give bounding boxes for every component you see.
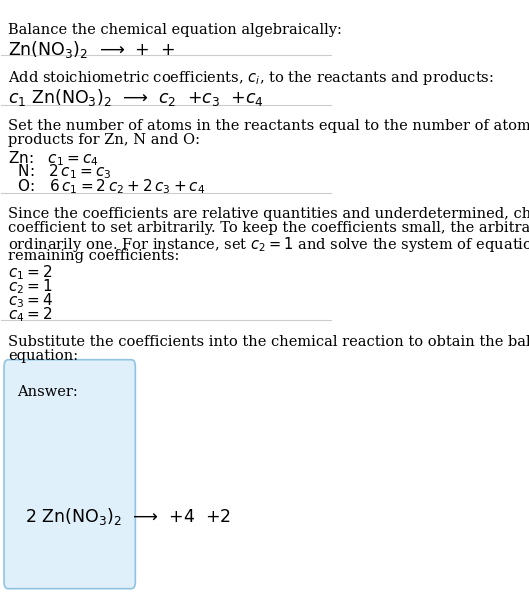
Text: Zn(NO$_3$)$_2$  ⟶  +  +: Zn(NO$_3$)$_2$ ⟶ + + bbox=[8, 39, 175, 60]
Text: $c_1 = 2$: $c_1 = 2$ bbox=[8, 263, 52, 282]
Text: Zn:   $c_1 = c_4$: Zn: $c_1 = c_4$ bbox=[8, 149, 98, 168]
Text: 2 Zn(NO$_3$)$_2$  ⟶  +4  +2: 2 Zn(NO$_3$)$_2$ ⟶ +4 +2 bbox=[25, 506, 231, 527]
Text: products for Zn, N and O:: products for Zn, N and O: bbox=[8, 133, 200, 147]
Text: Substitute the coefficients into the chemical reaction to obtain the balanced: Substitute the coefficients into the che… bbox=[8, 335, 529, 349]
Text: Add stoichiometric coefficients, $c_i$, to the reactants and products:: Add stoichiometric coefficients, $c_i$, … bbox=[8, 69, 494, 87]
Text: ordinarily one. For instance, set $c_2 = 1$ and solve the system of equations fo: ordinarily one. For instance, set $c_2 =… bbox=[8, 235, 529, 254]
Text: remaining coefficients:: remaining coefficients: bbox=[8, 248, 179, 262]
Text: O:   $6\,c_1 = 2\,c_2 + 2\,c_3 + c_4$: O: $6\,c_1 = 2\,c_2 + 2\,c_3 + c_4$ bbox=[8, 177, 205, 196]
Text: $c_4 = 2$: $c_4 = 2$ bbox=[8, 305, 52, 324]
Text: coefficient to set arbitrarily. To keep the coefficients small, the arbitrary va: coefficient to set arbitrarily. To keep … bbox=[8, 221, 529, 235]
Text: Set the number of atoms in the reactants equal to the number of atoms in the: Set the number of atoms in the reactants… bbox=[8, 119, 529, 133]
Text: Balance the chemical equation algebraically:: Balance the chemical equation algebraica… bbox=[8, 22, 342, 36]
Text: Answer:: Answer: bbox=[17, 385, 78, 399]
Text: equation:: equation: bbox=[8, 349, 78, 363]
Text: $c_3 = 4$: $c_3 = 4$ bbox=[8, 291, 53, 310]
Text: $c_2 = 1$: $c_2 = 1$ bbox=[8, 277, 52, 296]
Text: Since the coefficients are relative quantities and underdetermined, choose a: Since the coefficients are relative quan… bbox=[8, 207, 529, 221]
FancyBboxPatch shape bbox=[4, 360, 135, 589]
Text: $c_1$ Zn(NO$_3$)$_2$  ⟶  $c_2$  +$c_3$  +$c_4$: $c_1$ Zn(NO$_3$)$_2$ ⟶ $c_2$ +$c_3$ +$c_… bbox=[8, 87, 263, 108]
Text: N:   $2\,c_1 = c_3$: N: $2\,c_1 = c_3$ bbox=[8, 163, 112, 181]
